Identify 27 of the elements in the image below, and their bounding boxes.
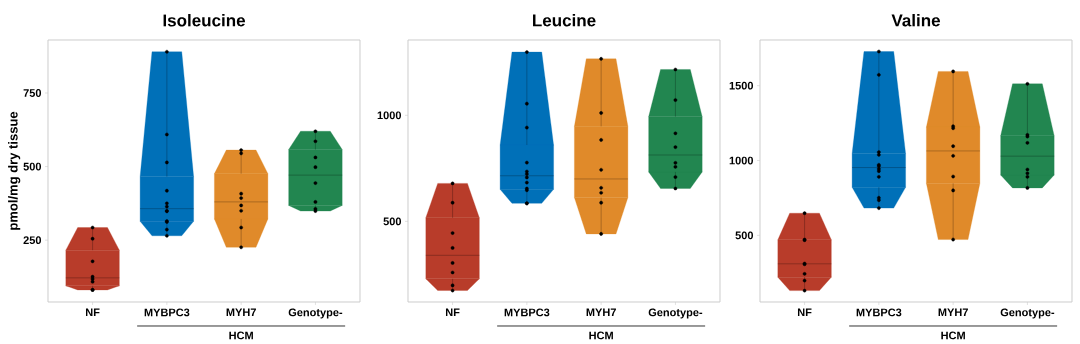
- x-tick-label: MYBPC3: [504, 308, 550, 317]
- x-tick-label: NF: [445, 308, 460, 317]
- y-tick-label: 1500: [729, 81, 754, 90]
- x-tick-label: MYBPC3: [144, 308, 190, 317]
- y-tick-label: 1000: [377, 111, 402, 120]
- text: HCM: [589, 331, 613, 340]
- chart-title: Isoleucine: [163, 13, 246, 27]
- text: HCM: [229, 331, 253, 340]
- chart-title: Leucine: [533, 13, 596, 27]
- x-tick-label: MYH7: [226, 308, 256, 317]
- y-tick-label: 750: [23, 89, 42, 97]
- chart-title: Valine: [891, 13, 940, 27]
- y-tick-label: 500: [735, 231, 754, 240]
- x-tick-label: MYH7: [586, 308, 616, 317]
- y-axis-title: pmol/mg dry tissue: [8, 111, 21, 230]
- x-tick-label: Genotype-: [1000, 308, 1055, 319]
- y-tick-label: 500: [23, 162, 42, 171]
- text: HCM: [941, 331, 965, 340]
- x-tick-label: NF: [797, 308, 812, 317]
- x-tick-label: MYH7: [938, 308, 968, 317]
- y-tick-label: 500: [383, 217, 402, 226]
- x-tick-label: MYBPC3: [856, 308, 902, 317]
- y-tick-label: 250: [23, 236, 42, 245]
- y-tick-label: 1000: [729, 156, 754, 165]
- x-tick-label: Genotype-: [288, 308, 343, 319]
- x-tick-label: Genotype-: [648, 308, 703, 319]
- x-tick-label: NF: [85, 308, 100, 317]
